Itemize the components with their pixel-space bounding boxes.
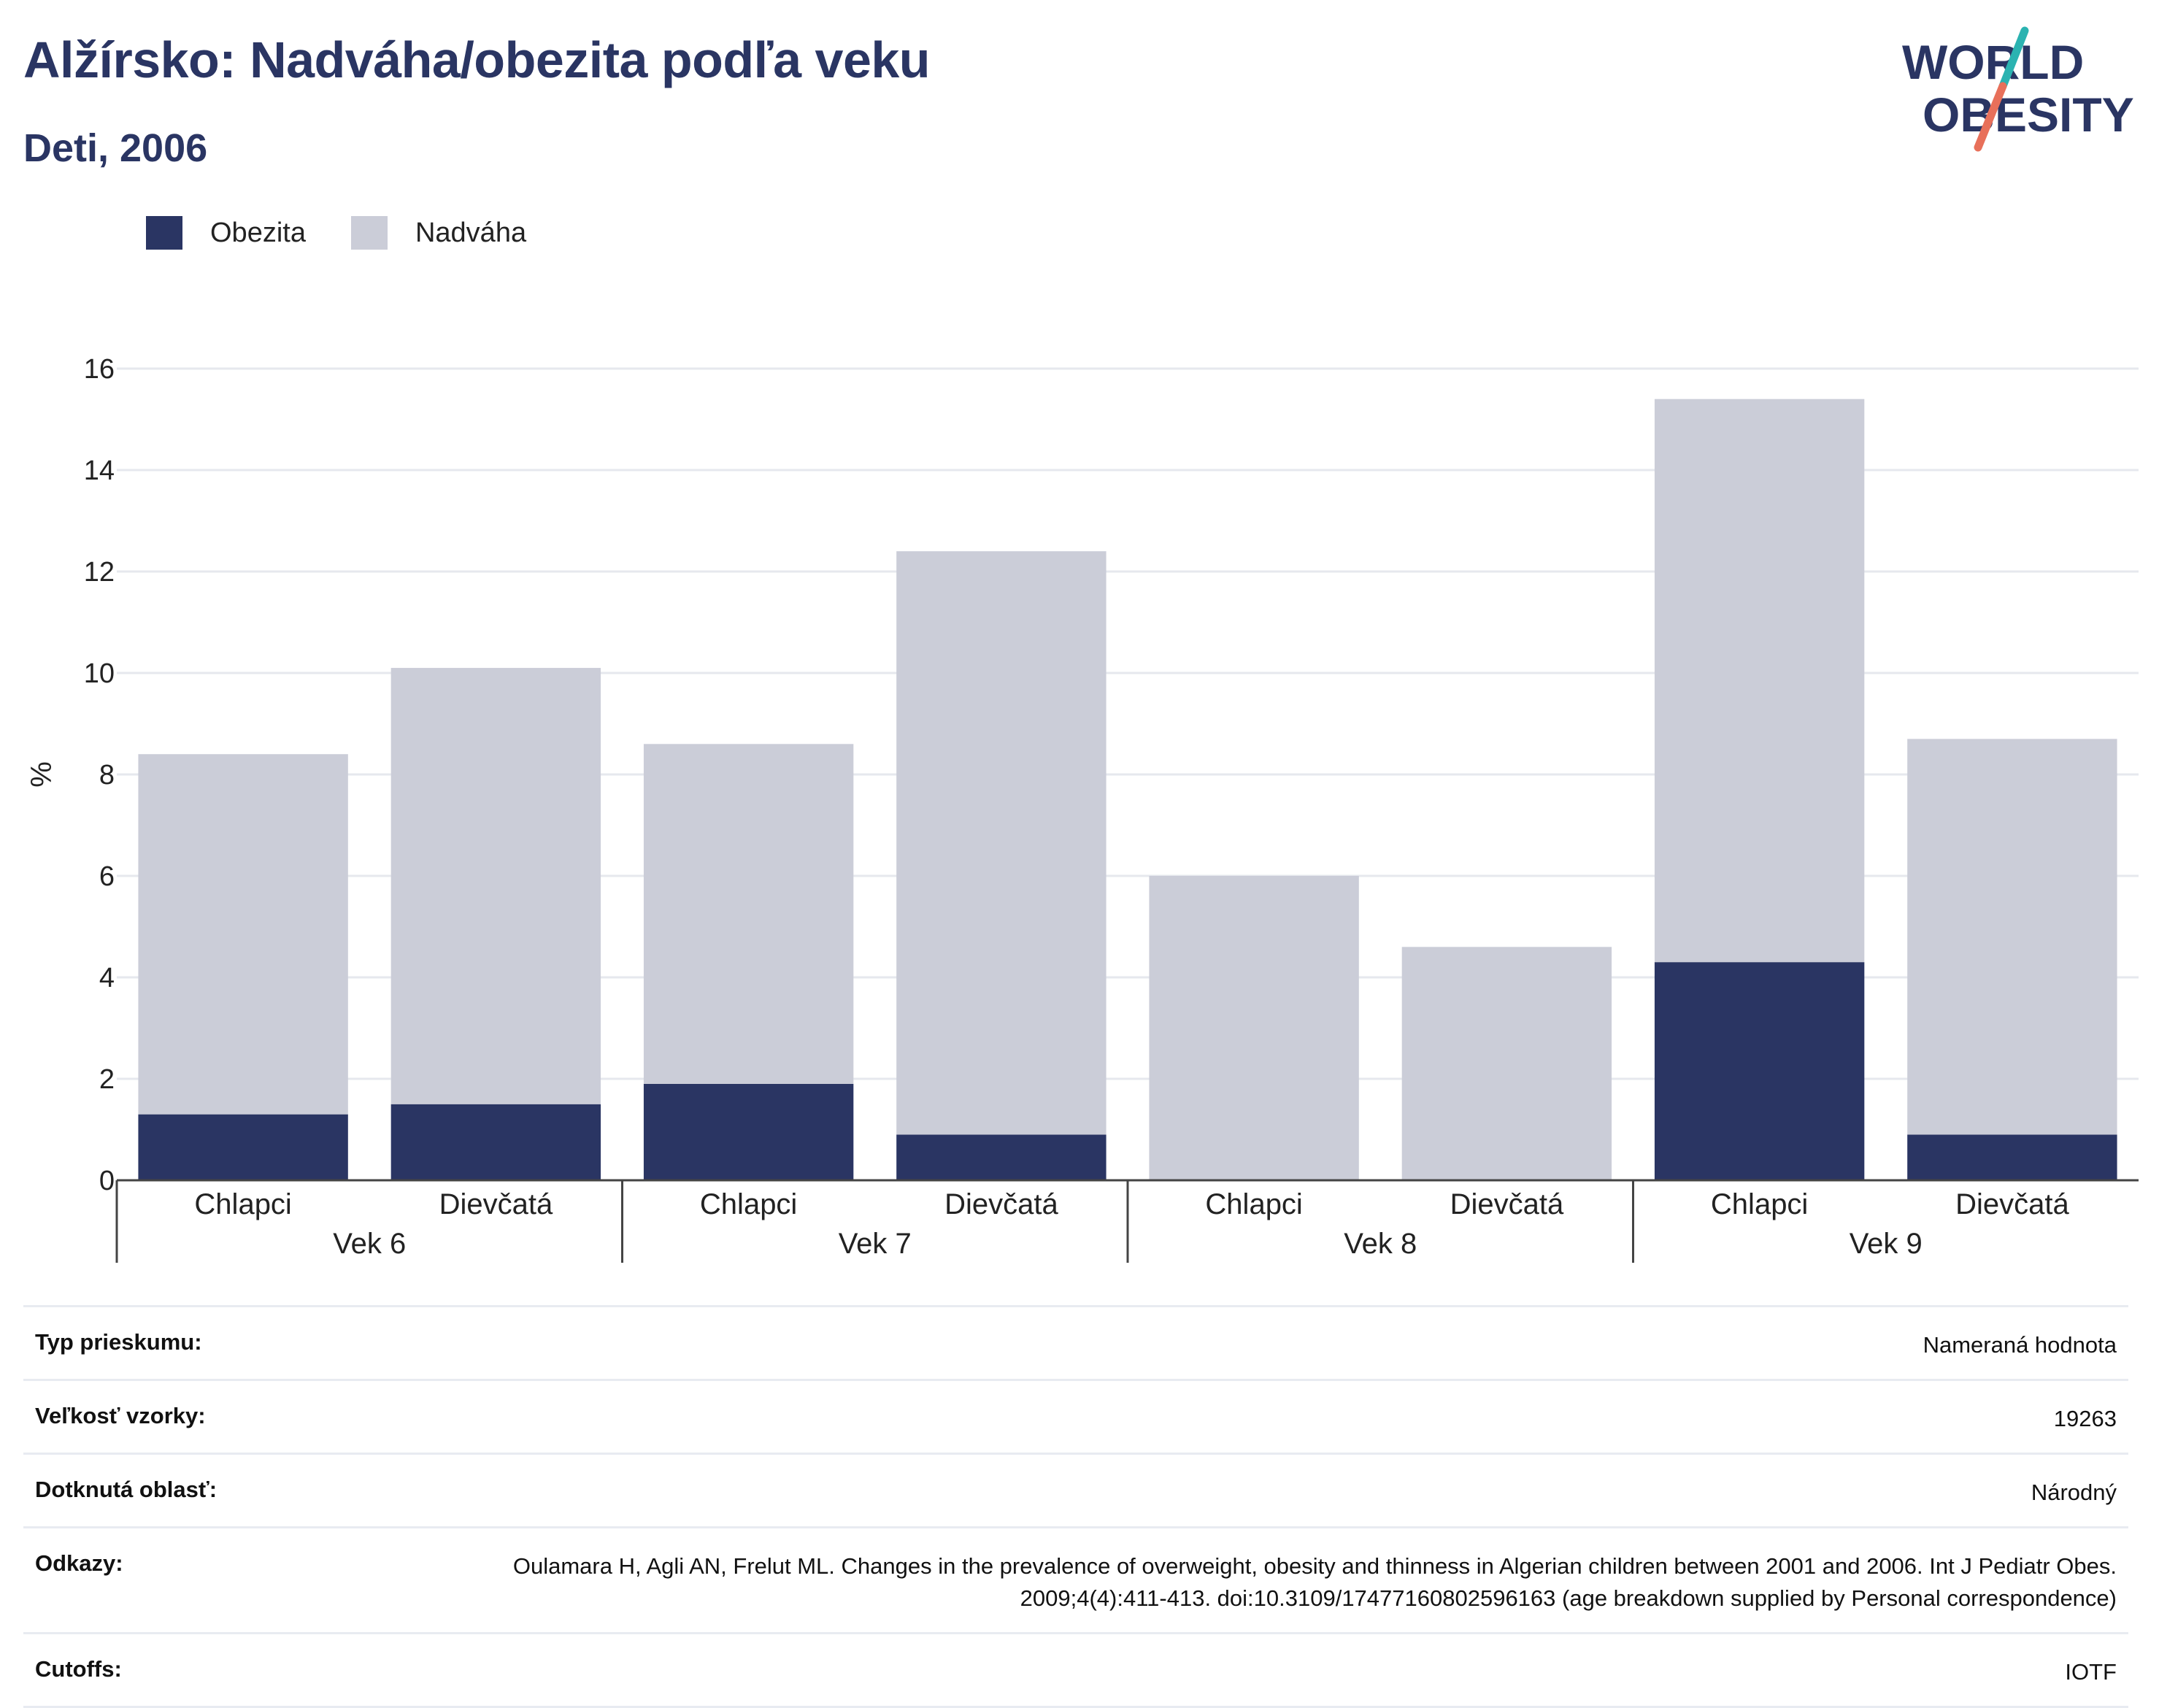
bar-nadvaha bbox=[1907, 739, 2117, 1135]
y-tick-label: 2 bbox=[99, 1064, 115, 1095]
legend-label-nadvaha: Nadváha bbox=[415, 217, 527, 248]
bar-nadvaha bbox=[896, 551, 1107, 1135]
bar-nadvaha bbox=[1149, 876, 1359, 1180]
legend-item-nadvaha[interactable]: Nadváha bbox=[350, 216, 527, 250]
world-obesity-logo: WORLD OBESITY bbox=[1902, 26, 2134, 152]
bar-obezita bbox=[643, 1083, 854, 1180]
meta-value: IOTF bbox=[2065, 1659, 2117, 1685]
meta-row-references: Odkazy: Oulamara H, Agli AN, Frelut ML. … bbox=[23, 1526, 2128, 1632]
meta-label: Veľkosť vzorky: bbox=[35, 1403, 206, 1428]
y-axis-label: % bbox=[26, 761, 58, 788]
logo-line-1: WORLD bbox=[1902, 35, 2084, 89]
meta-row-cutoffs: Cutoffs: IOTF bbox=[23, 1632, 2128, 1708]
bar-obezita bbox=[1654, 962, 1865, 1180]
group-label: Vek 6 bbox=[333, 1228, 406, 1260]
legend-item-obezita[interactable]: Obezita bbox=[146, 216, 306, 250]
x-tick-label: Chlapci bbox=[1711, 1188, 1808, 1220]
bar-nadvaha bbox=[138, 754, 348, 1115]
legend-label-obezita: Obezita bbox=[210, 217, 306, 248]
meta-value: Oulamara H, Agli AN, Frelut ML. Changes … bbox=[512, 1553, 2117, 1611]
bar-obezita bbox=[390, 1104, 601, 1180]
stacked-bar-chart: 0 2 4 6 8 10 12 14 16% Chlapci Dievčatá Chlapci Diev… bbox=[26, 354, 2139, 1263]
meta-row-survey-type: Typ prieskumu: Nameraná hodnota bbox=[23, 1305, 2128, 1379]
meta-value: Národný bbox=[2031, 1480, 2117, 1505]
bar-nadvaha bbox=[1401, 947, 1612, 1180]
x-tick-label: Dievčatá bbox=[439, 1188, 553, 1220]
meta-row-sample-size: Veľkosť vzorky: 19263 bbox=[23, 1379, 2128, 1453]
x-tick-label: Chlapci bbox=[194, 1188, 291, 1220]
meta-label: Cutoffs: bbox=[35, 1656, 122, 1682]
group-label: Vek 9 bbox=[1850, 1228, 1923, 1260]
x-tick-label: Dievčatá bbox=[1450, 1188, 1564, 1220]
legend-swatch-obezita bbox=[146, 216, 182, 250]
meta-value: 19263 bbox=[2053, 1406, 2117, 1431]
meta-label: Typ prieskumu: bbox=[35, 1329, 202, 1355]
meta-label: Dotknutá oblasť: bbox=[35, 1477, 218, 1502]
x-tick-label: Chlapci bbox=[700, 1188, 797, 1220]
bar-obezita bbox=[896, 1134, 1107, 1180]
bar-obezita bbox=[1907, 1134, 2117, 1180]
y-tick-label: 14 bbox=[84, 455, 115, 486]
meta-row-area: Dotknutá oblasť: Národný bbox=[23, 1453, 2128, 1526]
meta-label: Odkazy: bbox=[35, 1550, 123, 1576]
y-tick-label: 0 bbox=[99, 1166, 115, 1196]
y-tick-label: 16 bbox=[84, 354, 115, 385]
y-tick-label: 4 bbox=[99, 963, 115, 993]
y-tick-label: 12 bbox=[84, 557, 115, 588]
bar-nadvaha bbox=[643, 744, 854, 1084]
chart-legend: Obezita Nadváha bbox=[146, 216, 572, 250]
survey-info-table: Typ prieskumu: Nameraná hodnota Veľkosť … bbox=[23, 1305, 2128, 1708]
chart-subtitle: Deti, 2006 bbox=[23, 126, 208, 170]
x-tick-label: Dievčatá bbox=[944, 1188, 1058, 1220]
bar-nadvaha bbox=[1654, 399, 1865, 963]
bar-nadvaha bbox=[390, 668, 601, 1104]
x-tick-label: Dievčatá bbox=[1955, 1188, 2069, 1220]
bar-obezita bbox=[138, 1114, 348, 1180]
meta-value: Nameraná hodnota bbox=[1923, 1332, 2117, 1358]
logo-slash-coral bbox=[1974, 82, 2007, 152]
logo-slash-teal bbox=[1998, 26, 2029, 91]
chart-title: Alžírsko: Nadváha/obezita podľa veku bbox=[23, 31, 931, 88]
legend-swatch-nadvaha bbox=[350, 216, 388, 250]
x-tick-label: Chlapci bbox=[1205, 1188, 1302, 1220]
logo-line-2: OBESITY bbox=[1923, 88, 2134, 142]
y-tick-label: 6 bbox=[99, 861, 115, 892]
group-label: Vek 7 bbox=[839, 1228, 912, 1260]
y-tick-label: 8 bbox=[99, 760, 115, 790]
y-tick-label: 10 bbox=[84, 658, 115, 689]
group-label: Vek 8 bbox=[1344, 1228, 1417, 1260]
